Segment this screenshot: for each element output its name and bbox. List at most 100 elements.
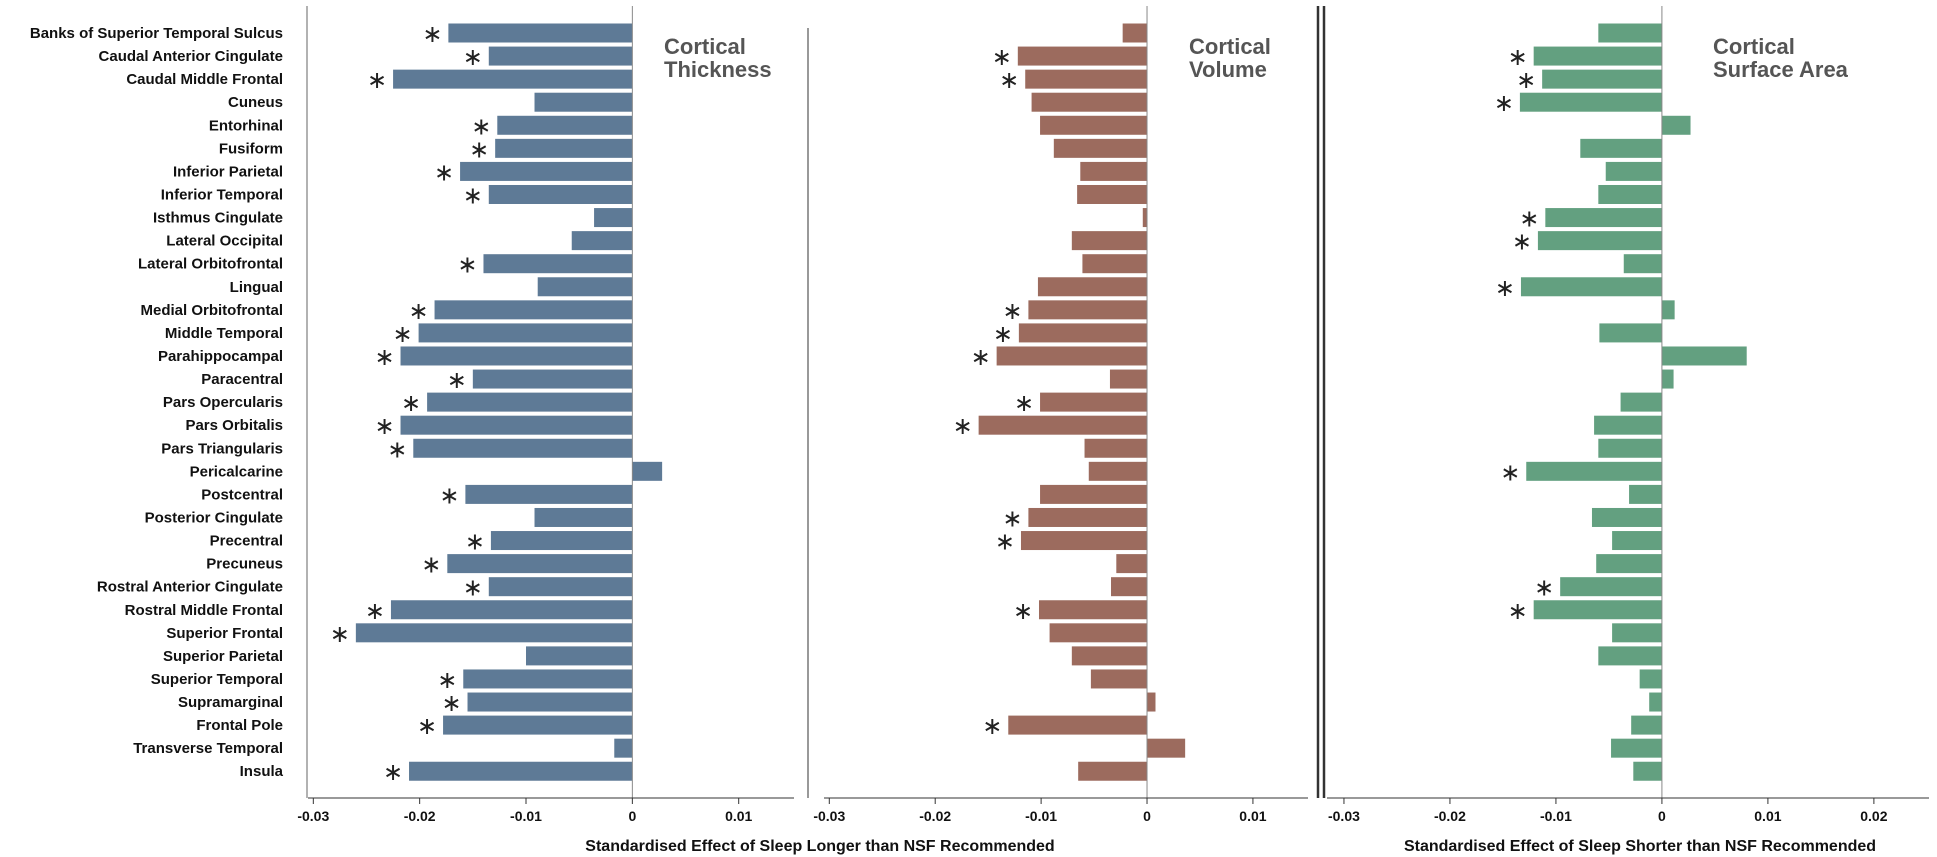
bar	[465, 484, 633, 504]
bar	[1560, 577, 1662, 597]
bar	[1598, 184, 1662, 204]
bar	[526, 646, 633, 666]
significance-marker: ∗	[1512, 228, 1532, 256]
category-label: Pars Opercularis	[163, 394, 283, 411]
bar	[1661, 300, 1675, 320]
bar	[460, 161, 633, 181]
bar	[1017, 46, 1148, 66]
bar	[1080, 161, 1148, 181]
bar	[1519, 92, 1662, 112]
x-tick-label: -0.01	[1540, 808, 1572, 824]
bar	[490, 531, 633, 551]
category-labels: Banks of Superior Temporal Sulcus Caudal …	[30, 25, 284, 780]
bar	[1142, 208, 1148, 228]
category-label: Superior Frontal	[166, 625, 283, 642]
bar	[1084, 438, 1148, 458]
category-label: Pars Triangularis	[161, 440, 283, 457]
significance-marker: ∗	[953, 412, 973, 440]
x-tick-label: 0.02	[1860, 808, 1887, 824]
bar	[1591, 507, 1662, 527]
bar	[1580, 138, 1662, 158]
bar	[434, 300, 633, 320]
bar	[1025, 69, 1148, 89]
bar	[1612, 623, 1662, 643]
panel-title-volume-line2: Volume	[1189, 57, 1267, 82]
category-label: Isthmus Cingulate	[153, 210, 283, 227]
bar	[1661, 369, 1674, 389]
bar	[400, 415, 633, 435]
x-tick-label: 0.01	[1239, 808, 1266, 824]
bar	[1078, 761, 1148, 781]
bar	[1018, 323, 1148, 343]
category-label: Transverse Temporal	[133, 740, 283, 757]
bar	[1598, 438, 1662, 458]
significance-marker: ∗	[1519, 205, 1539, 233]
bar	[1533, 46, 1662, 66]
significance-marker: ∗	[374, 343, 394, 371]
significance-marker: ∗	[982, 712, 1002, 740]
significance-marker: ∗	[999, 66, 1019, 94]
bar	[1629, 484, 1662, 504]
significance-marker: ∗	[457, 251, 477, 279]
category-label: Middle Temporal	[165, 325, 283, 342]
significance-marker: ∗	[422, 20, 442, 48]
significance-marker: ∗	[1013, 597, 1033, 625]
x-tick-label: -0.02	[404, 808, 436, 824]
x-tick-label: -0.01	[510, 808, 542, 824]
panel-title-surface-area-line2: Surface Area	[1713, 57, 1849, 82]
bar	[534, 507, 633, 527]
panel-title-thickness-line1: Cortical	[664, 34, 746, 59]
bar	[1631, 715, 1662, 735]
bar	[1040, 484, 1148, 504]
bar	[1088, 461, 1148, 481]
bar	[632, 461, 663, 481]
bar	[571, 231, 633, 251]
bar	[390, 600, 633, 620]
significance-marker: ∗	[1002, 297, 1022, 325]
bar	[1611, 738, 1662, 758]
significance-marker: ∗	[463, 181, 483, 209]
significance-marker: ∗	[1508, 43, 1528, 71]
significance-marker: ∗	[1002, 504, 1022, 532]
bar	[1526, 461, 1662, 481]
significance-marker: ∗	[993, 320, 1013, 348]
significance-marker: ∗	[463, 43, 483, 71]
significance-marker: ∗	[374, 412, 394, 440]
bars-layer: ∗∗∗∗∗∗∗∗∗∗∗∗∗∗∗∗∗∗∗∗∗∗∗∗∗∗∗∗∗∗∗∗∗∗∗∗∗∗∗∗…	[330, 20, 1747, 786]
category-label: Frontal Pole	[196, 717, 283, 734]
significance-marker: ∗	[330, 620, 350, 648]
bar	[467, 692, 633, 712]
x-tick-label: 0	[1658, 808, 1666, 824]
bar	[1008, 715, 1148, 735]
bar	[1109, 369, 1148, 389]
category-label: Parahippocampal	[158, 348, 283, 365]
category-label: Paracentral	[201, 371, 283, 388]
significance-marker: ∗	[437, 666, 457, 694]
bar	[1020, 531, 1148, 551]
significance-marker: ∗	[1014, 389, 1034, 417]
category-label: Caudal Anterior Cingulate	[99, 48, 283, 65]
category-label: Rostral Anterior Cingulate	[97, 579, 283, 596]
bar	[447, 554, 633, 574]
significance-marker: ∗	[441, 689, 461, 717]
significance-marker: ∗	[421, 551, 441, 579]
bar	[1545, 208, 1662, 228]
significance-marker: ∗	[387, 435, 407, 463]
bar	[1594, 415, 1662, 435]
bar	[1090, 669, 1148, 689]
bar	[1147, 692, 1156, 712]
bar	[1147, 738, 1186, 758]
significance-marker: ∗	[1500, 458, 1520, 486]
x-tick-label: -0.03	[813, 808, 845, 824]
x-tick-label: -0.02	[919, 808, 951, 824]
significance-marker: ∗	[417, 712, 437, 740]
bar	[1122, 23, 1148, 43]
category-label: Banks of Superior Temporal Sulcus	[30, 25, 283, 42]
x-tick-label: -0.01	[1025, 808, 1057, 824]
significance-marker: ∗	[383, 758, 403, 786]
bar	[1028, 300, 1148, 320]
x-tick-label: 0.01	[725, 808, 752, 824]
significance-marker: ∗	[401, 389, 421, 417]
bar	[1082, 254, 1148, 274]
